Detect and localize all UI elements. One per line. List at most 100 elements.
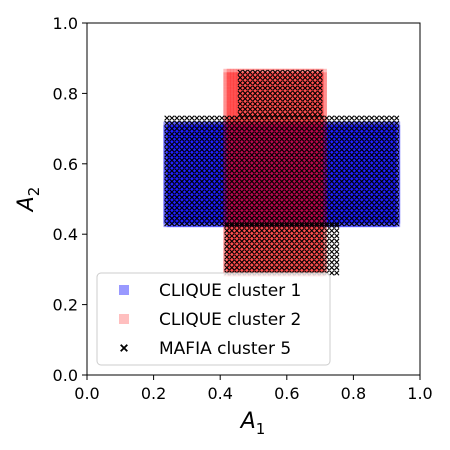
data-point <box>226 100 234 108</box>
data-point <box>286 86 294 94</box>
data-point <box>269 248 277 256</box>
data-point <box>299 209 307 217</box>
data-point <box>176 156 184 164</box>
data-point <box>306 114 314 122</box>
data-point <box>223 181 231 189</box>
data-point <box>383 202 391 210</box>
data-point <box>230 156 238 164</box>
data-point <box>223 191 231 199</box>
data-point <box>306 82 314 90</box>
data-point <box>214 136 220 142</box>
data-point <box>243 206 251 214</box>
data-point <box>316 103 324 111</box>
data-point <box>189 215 195 222</box>
data-point <box>314 120 320 127</box>
data-point <box>364 199 370 206</box>
data-point <box>299 205 305 211</box>
data-point <box>374 220 380 227</box>
data-point <box>253 170 261 178</box>
data-point <box>239 178 245 185</box>
data-point <box>309 210 315 216</box>
data-point <box>220 199 228 207</box>
data-point <box>329 177 337 185</box>
data-point <box>193 163 201 171</box>
data-point <box>174 194 180 200</box>
data-point <box>254 147 260 153</box>
data-point <box>223 262 231 270</box>
data-point <box>279 259 285 266</box>
data-point <box>359 183 365 190</box>
data-point <box>386 125 394 133</box>
data-point <box>229 141 235 148</box>
data-point <box>339 141 345 148</box>
data-point <box>230 107 238 115</box>
data-point <box>263 170 271 178</box>
data-point <box>179 173 185 179</box>
data-point <box>223 202 231 210</box>
data-point <box>279 131 285 137</box>
data-point <box>373 132 381 140</box>
data-point <box>233 181 241 189</box>
data-point <box>339 168 345 174</box>
data-point <box>309 125 317 133</box>
data-point <box>284 205 290 211</box>
data-point <box>206 135 214 143</box>
data-point <box>289 147 295 153</box>
data-point <box>223 255 231 263</box>
data-point <box>223 223 231 231</box>
data-point <box>209 136 215 142</box>
data-point <box>233 191 241 199</box>
data-point <box>254 136 260 142</box>
data-point <box>264 125 270 132</box>
data-point <box>323 142 331 150</box>
data-point <box>319 243 325 250</box>
data-point <box>334 157 340 163</box>
data-point <box>243 121 251 129</box>
data-point <box>289 258 297 266</box>
data-point <box>256 82 264 90</box>
data-point <box>369 189 375 195</box>
data-point <box>199 147 205 153</box>
data-point <box>283 184 291 192</box>
data-point <box>189 115 195 121</box>
data-point <box>323 213 331 221</box>
data-point <box>273 128 281 136</box>
data-point <box>229 157 235 163</box>
data-point <box>164 173 170 179</box>
data-point <box>309 114 317 122</box>
data-point <box>249 210 255 216</box>
data-point <box>354 189 360 195</box>
data-point <box>284 131 290 137</box>
data-point <box>289 157 295 163</box>
data-point <box>223 96 231 104</box>
data-point <box>284 147 290 153</box>
data-point <box>349 131 355 137</box>
data-point <box>226 248 234 256</box>
data-point <box>279 120 285 127</box>
data-point <box>276 156 284 164</box>
data-point <box>313 216 321 224</box>
data-point <box>323 160 331 168</box>
data-point <box>284 183 290 190</box>
data-point <box>279 156 287 164</box>
data-point <box>394 189 400 195</box>
data-point <box>373 184 381 192</box>
data-point <box>269 125 277 133</box>
data-point <box>283 170 291 178</box>
data-point <box>294 222 300 229</box>
data-point <box>226 68 234 76</box>
data-point <box>239 238 245 244</box>
data-point <box>284 120 290 127</box>
data-point <box>394 210 400 216</box>
data-point <box>179 120 185 127</box>
data-point <box>263 100 271 108</box>
data-point <box>343 195 351 203</box>
data-point <box>279 152 285 158</box>
data-point <box>199 120 205 127</box>
data-point <box>229 183 235 190</box>
data-point <box>259 125 267 133</box>
data-point <box>389 188 397 196</box>
data-point <box>283 195 291 203</box>
data-point <box>363 216 371 224</box>
data-point <box>309 258 317 266</box>
